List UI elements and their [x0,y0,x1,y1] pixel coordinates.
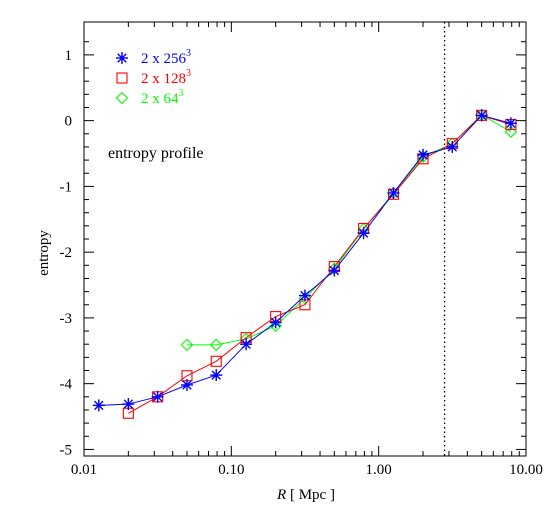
data-point [328,264,341,277]
data-point [92,399,105,412]
asterisk-stroke [506,118,516,129]
data-point [151,390,164,403]
axis-ticks: 0.01 0.10 1.00 10.00 -5 -4 -3 -2 -1 0 1 [60,22,543,478]
legend-label-name: 2 x 128 [141,71,186,87]
data-point [298,289,311,302]
legend-entry-1: 2 x 1283 [116,68,191,87]
legend-entry-2: 2 x 643 [115,88,184,107]
data-point [209,338,223,352]
y-tick-label: -2 [60,245,73,261]
asterisk-stroke [418,150,428,160]
asterisk-stroke [241,339,251,349]
asterisk-stroke [358,228,369,238]
y-tick-label: -4 [60,377,73,393]
data-point [240,338,253,351]
asterisk-stroke [300,290,310,301]
data-point [504,117,517,130]
series-0 [92,109,517,412]
asterisk-stroke [94,400,104,411]
x-axis-title-var: R [276,487,286,503]
legend-marker [116,52,128,64]
legend-marker [116,72,128,84]
data-point [269,319,282,333]
asterisk-stroke [329,265,340,276]
y-axis-title: entropy [36,230,52,276]
plot-area [83,21,527,457]
asterisk-stroke [476,110,487,121]
asterisk-stroke [182,380,192,390]
data-point [122,398,135,411]
data-point [298,291,312,305]
asterisk-stroke [123,399,134,409]
legend-label-sup: 3 [179,88,184,99]
x-tick-label: 10.00 [509,462,543,478]
data-point [475,109,488,122]
series-2 [180,108,518,352]
data-point [180,338,194,352]
legend-label-sup: 3 [186,68,191,79]
x-axis-title: R [ Mpc ] [276,487,335,503]
x-axis-title-unit: [ Mpc ] [286,487,335,503]
data-point [180,378,193,391]
y-tick-label: -5 [60,442,73,458]
asterisk-stroke [270,317,281,328]
x-tick-label: 1.00 [366,462,392,478]
plot-frame [83,21,527,457]
legend-marker [115,91,129,105]
data-point [210,369,223,382]
data-point [357,227,370,240]
x-tick-label: 0.10 [218,462,244,478]
asterisk-stroke [211,370,221,380]
data-point [417,148,430,161]
asterisk-stroke [117,53,127,63]
data-point [269,316,282,329]
legend-label-sup: 3 [186,48,191,59]
asterisk-stroke [388,188,399,198]
y-tick-label: 0 [65,114,73,130]
asterisk-stroke [152,392,163,402]
annotation-label: entropy profile [108,145,204,162]
y-tick-label: 1 [65,48,73,64]
data-point [446,140,459,153]
y-tick-label: -1 [60,179,73,195]
series-layer [92,108,518,419]
legend-label-name: 2 x 64 [141,91,179,107]
legend-label: 2 x 643 [141,88,184,107]
data-point [210,355,222,367]
data-point [387,186,400,199]
y-tick-label: -3 [60,311,73,327]
legend-label: 2 x 1283 [141,68,191,87]
legend-entry-0: 2 x 2563 [116,48,191,67]
legend-label: 2 x 2563 [141,48,191,67]
series-line [186,114,512,346]
asterisk-stroke [447,142,458,152]
legend-label-name: 2 x 256 [141,51,187,67]
x-tick-label: 0.01 [71,462,97,478]
